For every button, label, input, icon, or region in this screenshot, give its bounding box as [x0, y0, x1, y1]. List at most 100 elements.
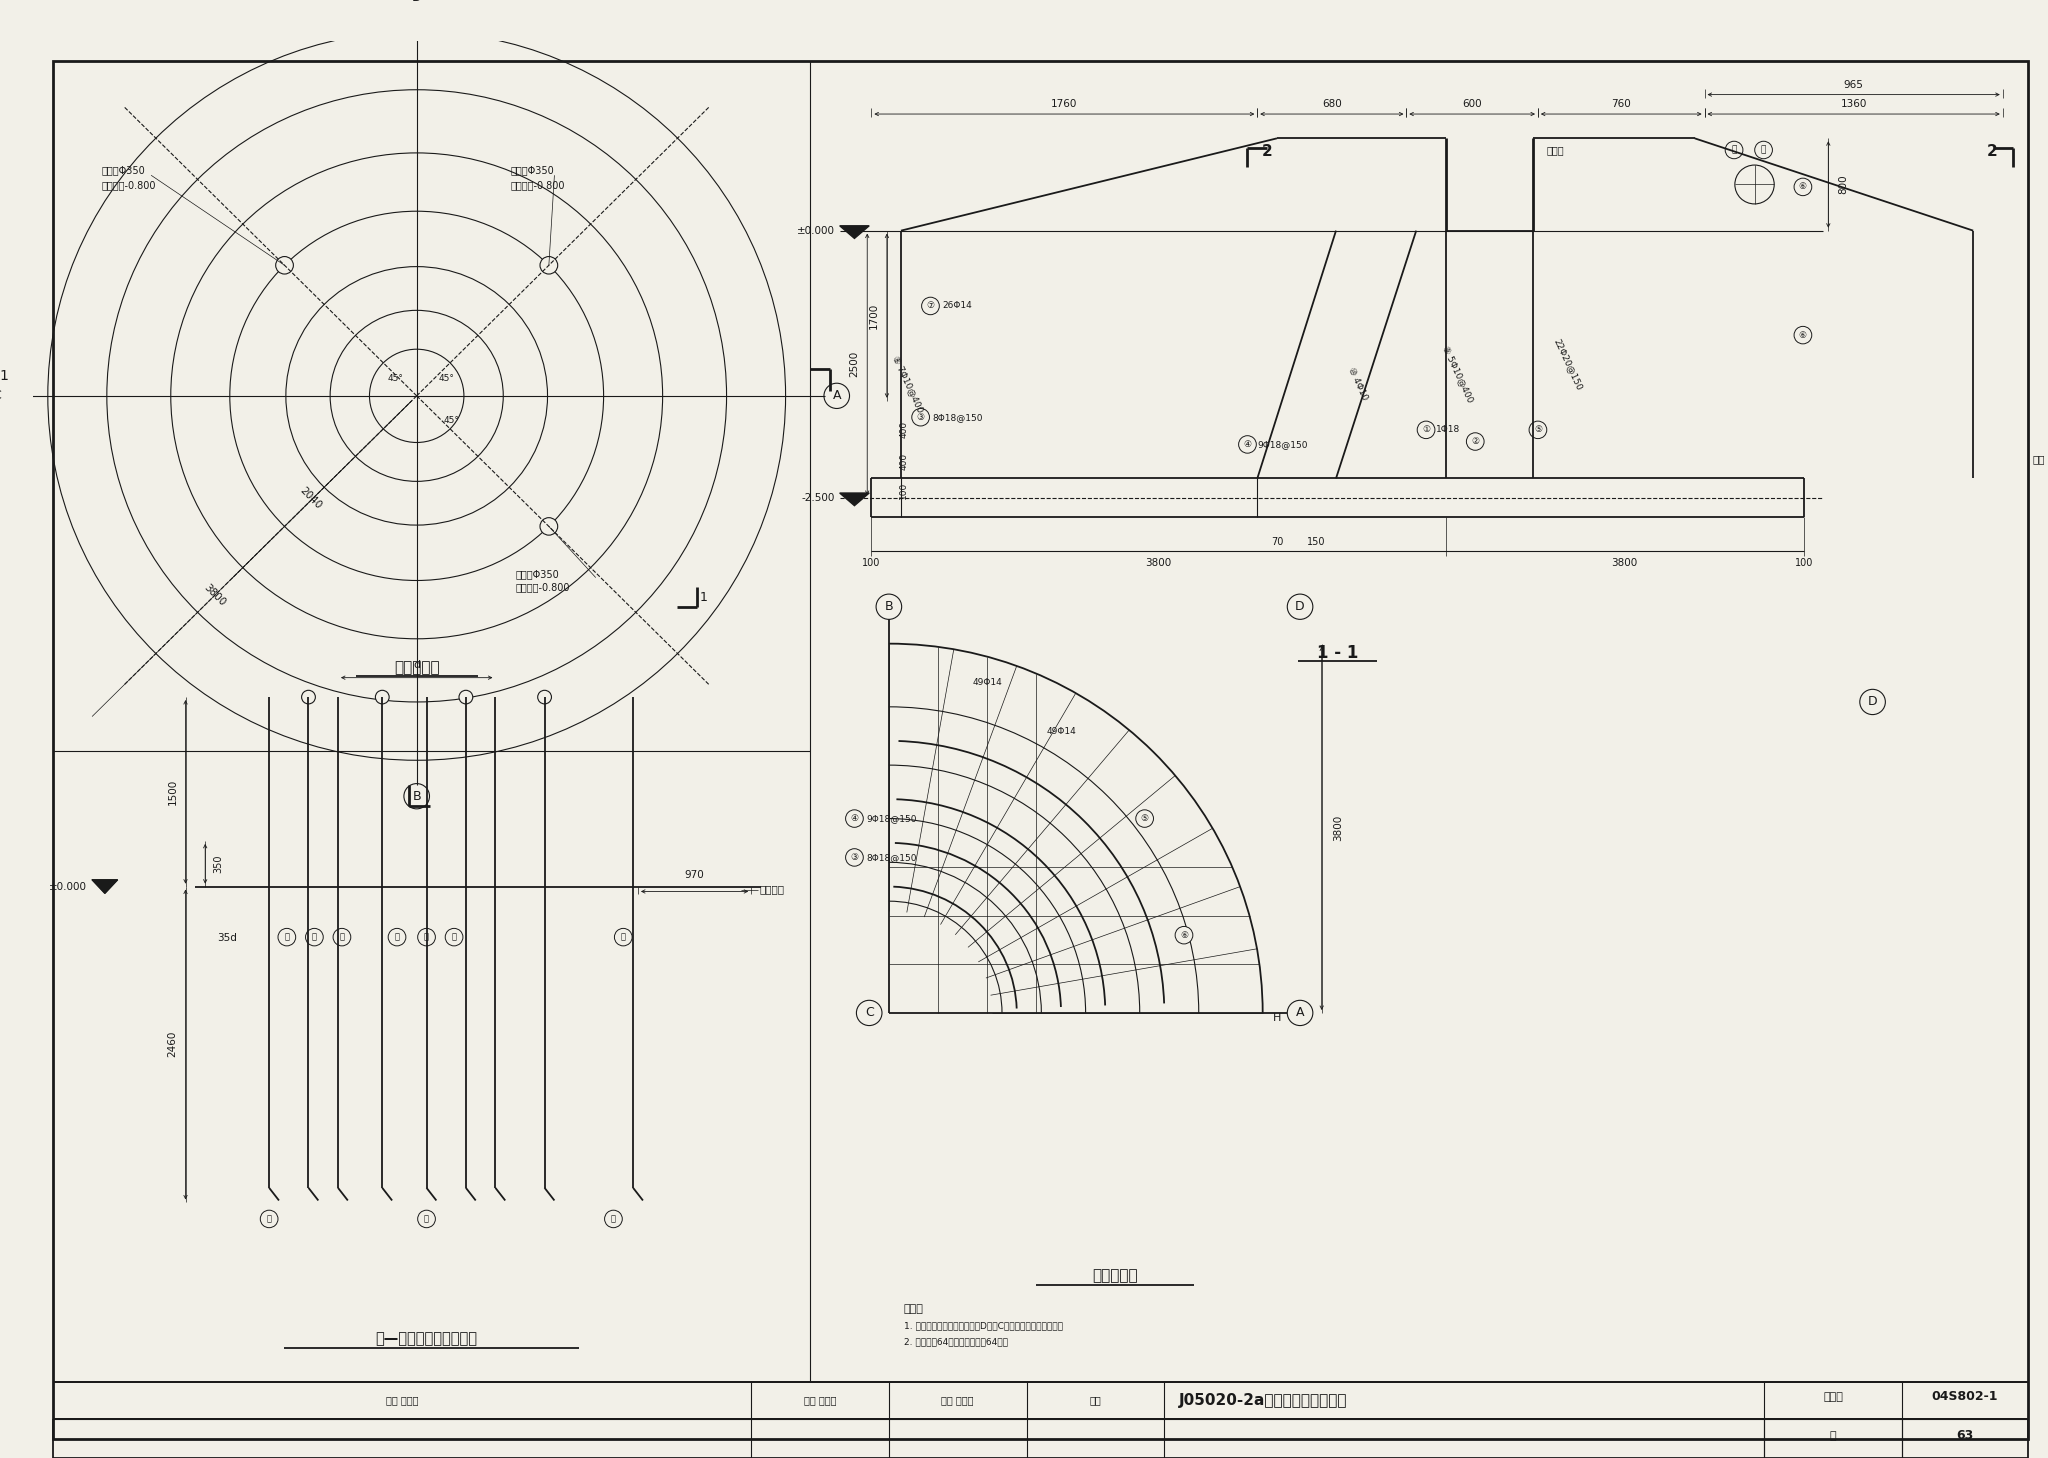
Circle shape [922, 297, 940, 315]
Text: 100: 100 [1794, 558, 1812, 569]
Text: ⑭: ⑭ [1731, 146, 1737, 155]
Circle shape [846, 849, 864, 866]
Text: 基础配筋图: 基础配筋图 [1092, 1268, 1139, 1283]
Text: ⑨ 5Φ10@400: ⑨ 5Φ10@400 [1442, 344, 1475, 404]
Text: ③: ③ [850, 853, 858, 862]
Text: A: A [1296, 1006, 1305, 1019]
Circle shape [604, 1210, 623, 1228]
Text: 2460: 2460 [168, 1031, 178, 1057]
Text: 70: 70 [1272, 537, 1284, 547]
Text: ④: ④ [850, 814, 858, 824]
Text: 2: 2 [1987, 144, 1997, 159]
Polygon shape [840, 493, 868, 506]
Text: ⑮: ⑮ [610, 1215, 616, 1223]
Text: 350: 350 [213, 854, 223, 873]
Text: 45°: 45° [387, 373, 403, 383]
Text: 3800: 3800 [1145, 558, 1171, 569]
Text: 中心标高-0.800: 中心标高-0.800 [514, 582, 569, 592]
Text: ⑩ 4Φ10: ⑩ 4Φ10 [1346, 366, 1368, 401]
Text: 800: 800 [1839, 175, 1847, 194]
Text: ⑥: ⑥ [1798, 331, 1806, 340]
Text: 中心标高-0.800: 中心标高-0.800 [102, 179, 156, 190]
Text: 预留孔Φ350: 预留孔Φ350 [510, 165, 553, 175]
Text: ⑪～⑬: ⑪～⑬ [1546, 144, 1565, 155]
Circle shape [1755, 141, 1772, 159]
Text: D: D [412, 0, 422, 4]
Text: 9Φ18@150: 9Φ18@150 [1257, 440, 1309, 449]
Text: ⑤: ⑤ [1534, 426, 1542, 434]
Text: 45°: 45° [438, 373, 455, 383]
Text: 1: 1 [700, 590, 709, 604]
Circle shape [1794, 327, 1812, 344]
Text: 审核 归黄石: 审核 归黄石 [385, 1395, 418, 1406]
Text: ④: ④ [1243, 440, 1251, 449]
Circle shape [846, 809, 864, 827]
Text: ±0.000: ±0.000 [797, 226, 836, 236]
Text: ⑮: ⑮ [1761, 146, 1765, 155]
Circle shape [911, 408, 930, 426]
Text: 965: 965 [1843, 80, 1864, 90]
Text: ⑥: ⑥ [1180, 930, 1188, 940]
Circle shape [279, 929, 295, 946]
Text: 970: 970 [684, 870, 705, 881]
Text: B: B [885, 601, 893, 614]
Text: 45°: 45° [442, 416, 459, 424]
Text: 垫层: 垫层 [2032, 453, 2044, 464]
Text: ⑤: ⑤ [1141, 814, 1149, 824]
Text: 2: 2 [1262, 144, 1274, 159]
Circle shape [1176, 926, 1192, 943]
Circle shape [539, 690, 551, 704]
Text: ②: ② [1470, 437, 1479, 446]
Polygon shape [92, 879, 117, 894]
Circle shape [334, 929, 350, 946]
Text: 760: 760 [1612, 99, 1630, 109]
Text: 8Φ18@150: 8Φ18@150 [866, 853, 918, 862]
Text: 中心标高-0.800: 中心标高-0.800 [510, 179, 565, 190]
Text: 说明：: 说明： [903, 1305, 924, 1314]
Text: ⑪—⑮号基础插筋展开图: ⑪—⑮号基础插筋展开图 [375, 1331, 477, 1346]
Circle shape [1466, 433, 1485, 451]
Text: 3800: 3800 [203, 582, 227, 608]
Circle shape [0, 383, 10, 408]
Text: ⑧ 7Φ10@400: ⑧ 7Φ10@400 [891, 354, 926, 414]
Circle shape [1137, 809, 1153, 827]
Text: ⑪: ⑪ [311, 933, 317, 942]
Text: 9Φ18@150: 9Φ18@150 [866, 814, 918, 824]
Circle shape [614, 929, 633, 946]
Text: ①: ① [1421, 426, 1430, 434]
Text: 2040: 2040 [297, 486, 324, 510]
Text: 49Φ14: 49Φ14 [1047, 726, 1075, 736]
Text: 3800: 3800 [1333, 815, 1343, 841]
Text: B: B [412, 790, 422, 803]
Circle shape [541, 518, 557, 535]
Text: H: H [1272, 1013, 1280, 1022]
Circle shape [459, 690, 473, 704]
Circle shape [389, 929, 406, 946]
Text: C: C [864, 1006, 874, 1019]
Text: D: D [1868, 695, 1878, 709]
Circle shape [260, 1210, 279, 1228]
Text: 100: 100 [862, 558, 881, 569]
Circle shape [1530, 421, 1546, 439]
Text: 22Φ20@150: 22Φ20@150 [1552, 337, 1585, 392]
Polygon shape [840, 226, 868, 239]
Text: 8Φ18@150: 8Φ18@150 [932, 413, 983, 421]
Text: 2500: 2500 [850, 351, 860, 378]
Text: ±0.000: ±0.000 [49, 882, 88, 892]
Text: 基础顶面: 基础顶面 [760, 885, 784, 895]
Text: ⑫: ⑫ [451, 933, 457, 942]
Text: 63: 63 [1956, 1429, 1974, 1442]
Circle shape [301, 690, 315, 704]
Text: d: d [414, 660, 420, 671]
Text: 600: 600 [1462, 99, 1483, 109]
Circle shape [403, 0, 430, 10]
Text: ⑭: ⑭ [621, 933, 627, 942]
Text: 1360: 1360 [1841, 99, 1868, 109]
Circle shape [276, 257, 293, 274]
Text: ⑪: ⑪ [424, 933, 428, 942]
Text: ⑫: ⑫ [395, 933, 399, 942]
Text: 改订: 改订 [1090, 1395, 1102, 1406]
Circle shape [877, 593, 901, 620]
Text: ③: ③ [918, 413, 926, 421]
Text: 1: 1 [0, 369, 8, 383]
